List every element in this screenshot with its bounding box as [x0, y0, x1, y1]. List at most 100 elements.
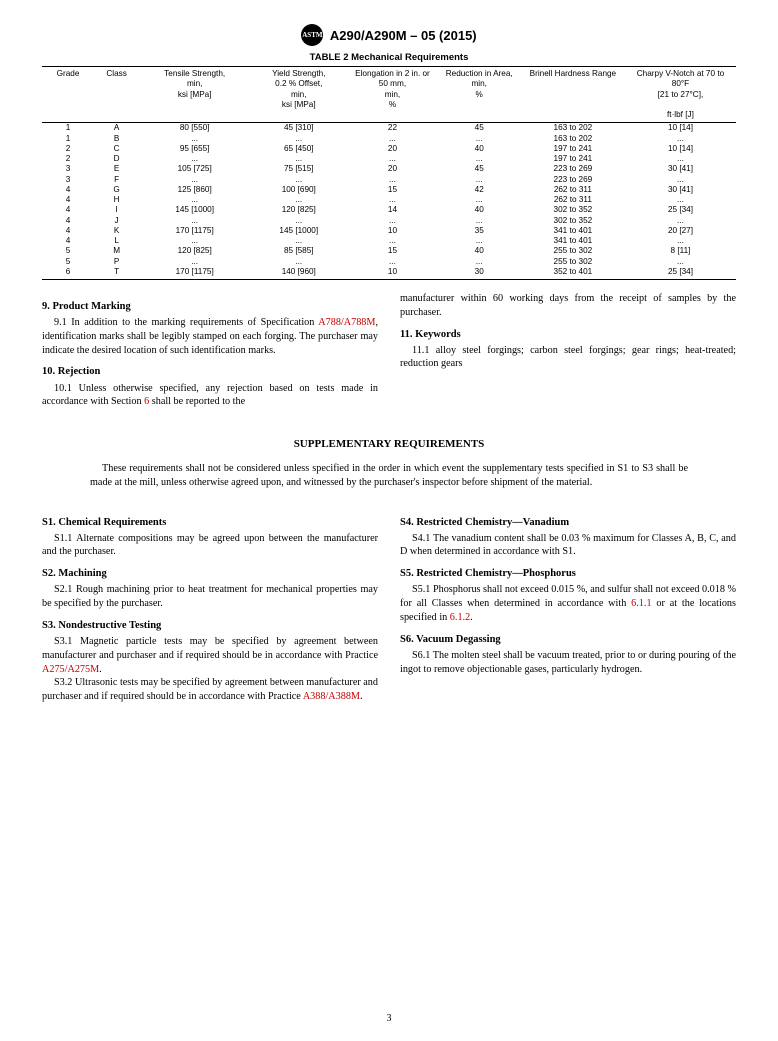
cell: 1: [42, 134, 94, 144]
upper-columns: 9. Product Marking 9.1 In addition to th…: [42, 292, 736, 409]
ref-612: 6.1.2: [450, 612, 470, 623]
table-row: 5P............255 to 302...: [42, 257, 736, 267]
heading-s3: S3. Nondestructive Testing: [42, 619, 378, 633]
mechanical-requirements-table: GradeClassTensile Strength,min,ksi [MPa]…: [42, 66, 736, 280]
lower-columns: S1. Chemical Requirements S1.1 Alternate…: [42, 508, 736, 704]
cell: 25 [34]: [625, 267, 736, 280]
cell: ...: [139, 236, 250, 246]
cell: 75 [515]: [250, 164, 347, 174]
cell: ...: [250, 257, 347, 267]
cell: 105 [725]: [139, 164, 250, 174]
cell: 163 to 202: [521, 123, 625, 134]
para-11-1: 11.1 alloy steel forgings; carbon steel …: [400, 344, 736, 372]
cell: 10: [347, 226, 437, 236]
cell: E: [94, 164, 139, 174]
cell: 65 [450]: [250, 144, 347, 154]
cell: 4: [42, 205, 94, 215]
para-10-1b: manufacturer within 60 working days from…: [400, 292, 736, 320]
cell: ...: [438, 257, 521, 267]
cell: 10: [347, 267, 437, 280]
cell: 197 to 241: [521, 144, 625, 154]
table-row: 3E105 [725]75 [515]2045223 to 26930 [41]: [42, 164, 736, 174]
ref-a388: A388/A388M: [303, 691, 360, 702]
cell: 40: [438, 246, 521, 256]
ref-611: 6.1.1: [631, 598, 651, 609]
cell: 4: [42, 216, 94, 226]
cell: 140 [960]: [250, 267, 347, 280]
cell: ...: [625, 236, 736, 246]
cell: ...: [250, 175, 347, 185]
supplementary-title: SUPPLEMENTARY REQUIREMENTS: [42, 437, 736, 452]
cell: 45: [438, 123, 521, 134]
cell: 302 to 352: [521, 216, 625, 226]
col-header: Class: [94, 67, 139, 123]
cell: 223 to 269: [521, 175, 625, 185]
cell: ...: [438, 175, 521, 185]
cell: 42: [438, 185, 521, 195]
heading-s5: S5. Restricted Chemistry—Phosphorus: [400, 567, 736, 581]
cell: 30: [438, 267, 521, 280]
table-header-row: GradeClassTensile Strength,min,ksi [MPa]…: [42, 67, 736, 123]
cell: 262 to 311: [521, 185, 625, 195]
lower-col-left: S1. Chemical Requirements S1.1 Alternate…: [42, 508, 378, 704]
cell: 10 [14]: [625, 144, 736, 154]
cell: 5: [42, 246, 94, 256]
ref-a788: A788/A788M: [318, 317, 375, 328]
para-s5-1: S5.1 Phosphorus shall not exceed 0.015 %…: [400, 583, 736, 624]
table-row: 4L............341 to 401...: [42, 236, 736, 246]
cell: ...: [347, 257, 437, 267]
cell: 3: [42, 164, 94, 174]
cell: 3: [42, 175, 94, 185]
cell: 20: [347, 164, 437, 174]
table-row: 4J............302 to 352...: [42, 216, 736, 226]
cell: 145 [1000]: [139, 205, 250, 215]
table-row: 1A80 [550]45 [310]2245163 to 20210 [14]: [42, 123, 736, 134]
cell: H: [94, 195, 139, 205]
cell: ...: [625, 195, 736, 205]
cell: ...: [250, 216, 347, 226]
cell: P: [94, 257, 139, 267]
cell: I: [94, 205, 139, 215]
cell: ...: [139, 216, 250, 226]
cell: 22: [347, 123, 437, 134]
table-caption: TABLE 2 Mechanical Requirements: [42, 52, 736, 63]
cell: A: [94, 123, 139, 134]
cell: 80 [550]: [139, 123, 250, 134]
cell: ...: [250, 195, 347, 205]
cell: 95 [655]: [139, 144, 250, 154]
col-header: Charpy V-Notch at 70 to 80°F [21 to 27°C…: [625, 67, 736, 123]
cell: 35: [438, 226, 521, 236]
lower-col-right: S4. Restricted Chemistry—Vanadium S4.1 T…: [400, 508, 736, 704]
cell: ...: [347, 154, 437, 164]
cell: ...: [438, 154, 521, 164]
table-row: 1B............163 to 202...: [42, 134, 736, 144]
cell: ...: [250, 236, 347, 246]
cell: 40: [438, 205, 521, 215]
upper-col-right: manufacturer within 60 working days from…: [400, 292, 736, 409]
cell: ...: [625, 257, 736, 267]
supplementary-intro: These requirements shall not be consider…: [90, 462, 688, 490]
heading-11: 11. Keywords: [400, 328, 736, 342]
cell: F: [94, 175, 139, 185]
cell: 1: [42, 123, 94, 134]
cell: 120 [825]: [139, 246, 250, 256]
cell: ...: [347, 195, 437, 205]
cell: 302 to 352: [521, 205, 625, 215]
cell: ...: [438, 195, 521, 205]
heading-9: 9. Product Marking: [42, 300, 378, 314]
cell: 197 to 241: [521, 154, 625, 164]
cell: ...: [438, 134, 521, 144]
cell: 45: [438, 164, 521, 174]
para-s4-1: S4.1 The vanadium content shall be 0.03 …: [400, 532, 736, 560]
document-header: ASTM A290/A290M – 05 (2015): [42, 24, 736, 46]
cell: 30 [41]: [625, 185, 736, 195]
cell: 255 to 302: [521, 257, 625, 267]
para-9-1: 9.1 In addition to the marking requireme…: [42, 316, 378, 357]
col-header: Grade: [42, 67, 94, 123]
table-row: 4I145 [1000]120 [825]1440302 to 35225 [3…: [42, 205, 736, 215]
table-row: 3F............223 to 269...: [42, 175, 736, 185]
table-row: 4H............262 to 311...: [42, 195, 736, 205]
cell: J: [94, 216, 139, 226]
cell: ...: [250, 134, 347, 144]
cell: 6: [42, 267, 94, 280]
